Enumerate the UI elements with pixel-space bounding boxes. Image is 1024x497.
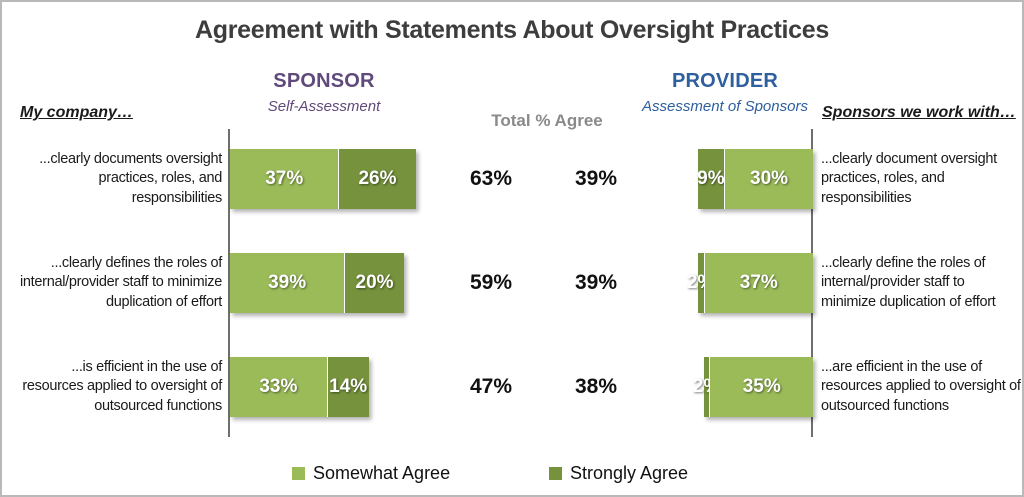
somewhat-agree-legend-label: Somewhat Agree bbox=[313, 463, 451, 483]
sponsor-statement: ...is efficient in the use of resources … bbox=[22, 358, 222, 414]
provider-total-percent: 38% bbox=[574, 375, 618, 398]
sponsor-somewhat-agree-segment: 37% bbox=[230, 149, 339, 209]
sponsor-total-percent: 63% bbox=[469, 167, 513, 190]
provider-statement: ...clearly document oversight practices,… bbox=[821, 150, 997, 206]
provider-subtitle: Assessment of Sponsors bbox=[642, 98, 808, 115]
sponsor-title: SPONSOR bbox=[273, 70, 375, 92]
provider-statement: ...are efficient in the use of resources… bbox=[821, 358, 1021, 414]
strongly-agree-legend-label: Strongly Agree bbox=[570, 463, 689, 483]
sponsor-somewhat-agree-segment: 33% bbox=[230, 357, 327, 417]
left-axis-heading: My company… bbox=[20, 104, 133, 121]
sponsor-somewhat-agree-segment-label: 39% bbox=[268, 272, 307, 293]
provider-somewhat-agree-segment-label: 30% bbox=[750, 168, 789, 189]
sponsor-bar: 33% 14% bbox=[230, 357, 369, 417]
provider-statement: ...clearly define the roles of internal/… bbox=[821, 254, 996, 310]
provider-strongly-agree-segment-label: 9% bbox=[697, 168, 725, 189]
provider-somewhat-agree-segment-label: 37% bbox=[739, 272, 778, 293]
provider-total-percent: 39% bbox=[574, 167, 618, 190]
sponsor-somewhat-agree-segment-label: 33% bbox=[259, 376, 298, 397]
sponsor-somewhat-agree-segment: 39% bbox=[230, 253, 345, 313]
sponsor-statement: ...clearly documents oversight practices… bbox=[39, 150, 222, 206]
sponsor-column-header: SPONSOR Self-Assessment bbox=[224, 70, 424, 115]
legend-item-somewhat-agree: Somewhat Agree bbox=[292, 463, 450, 484]
chart-title: Agreement with Statements About Oversigh… bbox=[195, 16, 829, 44]
provider-somewhat-agree-segment-label: 35% bbox=[742, 376, 781, 397]
somewhat-agree-swatch bbox=[292, 467, 305, 480]
sponsor-total-percent: 47% bbox=[469, 375, 513, 398]
sponsor-strongly-agree-segment-label: 26% bbox=[358, 168, 397, 189]
provider-title: PROVIDER bbox=[671, 70, 779, 92]
provider-somewhat-agree-segment: 35% bbox=[709, 357, 813, 417]
sponsor-strongly-agree-segment-label: 20% bbox=[355, 272, 394, 293]
provider-somewhat-agree-segment: 30% bbox=[724, 149, 813, 209]
total-agree-heading: Total % Agree bbox=[491, 111, 603, 130]
sponsor-somewhat-agree-segment-label: 37% bbox=[265, 168, 304, 189]
sponsor-strongly-agree-segment: 26% bbox=[338, 149, 416, 209]
provider-bar: 9% 30% bbox=[697, 149, 813, 209]
sponsor-strongly-agree-segment: 14% bbox=[326, 357, 369, 417]
strongly-agree-swatch bbox=[549, 467, 562, 480]
sponsor-axis-line bbox=[228, 129, 230, 437]
legend-item-strongly-agree: Strongly Agree bbox=[549, 463, 688, 484]
sponsor-statement: ...clearly defines the roles of internal… bbox=[20, 254, 222, 310]
right-axis-heading: Sponsors we work with… bbox=[822, 104, 1016, 121]
sponsor-total-percent: 59% bbox=[469, 271, 513, 294]
sponsor-strongly-agree-segment: 20% bbox=[344, 253, 404, 313]
sponsor-strongly-agree-segment-label: 14% bbox=[329, 376, 368, 397]
provider-somewhat-agree-segment: 37% bbox=[703, 253, 813, 313]
provider-column-header: PROVIDER Assessment of Sponsors bbox=[625, 70, 825, 115]
sponsor-subtitle: Self-Assessment bbox=[267, 98, 381, 115]
provider-bar: 2% 35% bbox=[693, 357, 813, 417]
provider-strongly-agree-segment: 9% bbox=[697, 149, 725, 209]
provider-total-percent: 39% bbox=[574, 271, 618, 294]
sponsor-bar: 39% 20% bbox=[230, 253, 404, 313]
sponsor-bar: 37% 26% bbox=[230, 149, 416, 209]
provider-bar: 2% 37% bbox=[687, 253, 813, 313]
